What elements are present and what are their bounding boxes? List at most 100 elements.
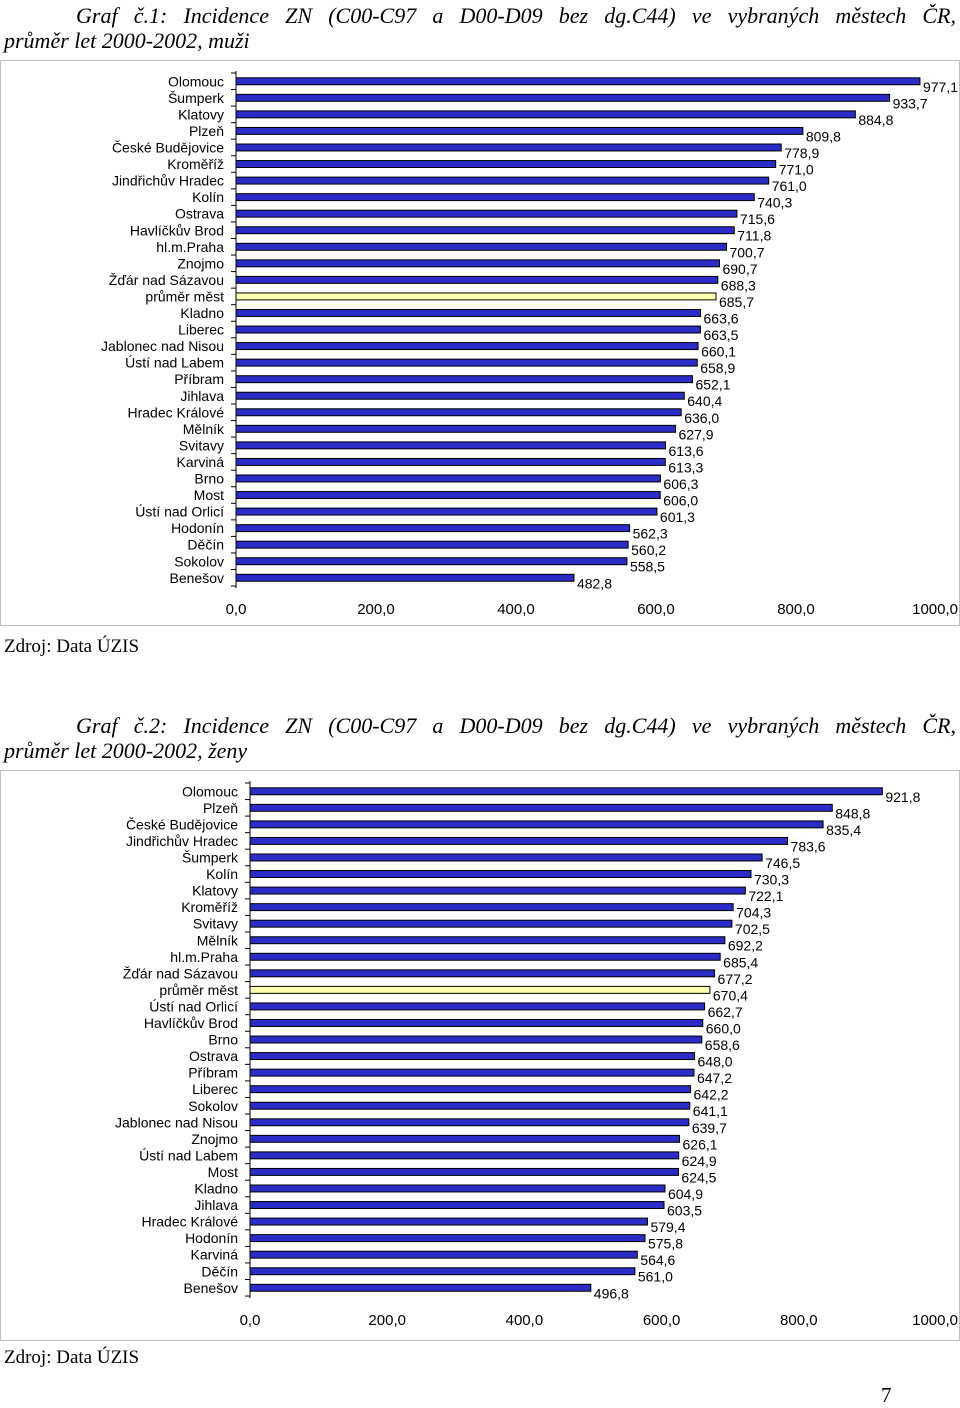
value-label: 562,3 xyxy=(633,526,668,542)
value-label: 626,1 xyxy=(683,1136,718,1152)
value-label: 977,1 xyxy=(923,79,958,95)
value-label: 933,7 xyxy=(893,95,928,111)
bar xyxy=(249,1002,706,1011)
bar xyxy=(249,969,716,978)
value-label: 660,0 xyxy=(706,1020,741,1036)
bar xyxy=(235,491,661,500)
bar-average xyxy=(235,292,717,301)
bar xyxy=(249,936,726,945)
category-label: Klatovy xyxy=(178,106,224,122)
chart-2-source: Zdroj: Data ÚZIS xyxy=(4,1347,140,1368)
value-label: 601,3 xyxy=(660,509,695,525)
bar xyxy=(249,787,883,796)
category-label: Děčín xyxy=(201,1263,238,1279)
category-label: Příbram xyxy=(188,1065,238,1081)
category-label: Sokolov xyxy=(188,1098,238,1114)
category-label: Liberec xyxy=(192,1081,238,1097)
value-label: 715,6 xyxy=(740,211,775,227)
bar xyxy=(235,524,631,533)
category-label: Plzeň xyxy=(189,123,224,139)
x-tick-label: 400,0 xyxy=(506,1312,544,1329)
value-label: 663,5 xyxy=(703,327,738,343)
value-label: 658,9 xyxy=(700,360,735,376)
bar xyxy=(235,77,921,86)
category-label: Šumperk xyxy=(168,90,225,106)
category-label: Kladno xyxy=(194,1181,238,1197)
value-label: 740,3 xyxy=(757,195,792,211)
value-label: 613,6 xyxy=(669,443,704,459)
bar xyxy=(235,176,770,185)
value-label: 558,5 xyxy=(630,559,665,575)
chart-1-source: Zdroj: Data ÚZIS xyxy=(4,636,140,657)
bar xyxy=(249,1217,648,1226)
bar xyxy=(235,325,701,334)
value-label: 778,9 xyxy=(784,145,819,161)
value-label: 627,9 xyxy=(679,426,714,442)
value-label: 690,7 xyxy=(722,261,757,277)
category-label: Karviná xyxy=(177,454,225,470)
value-label: 761,0 xyxy=(772,178,807,194)
chart-1-caption-line-1: Graf č.1: Incidence ZN (C00-C97 a D00-D0… xyxy=(76,3,956,28)
bar xyxy=(235,209,738,218)
value-label: 884,8 xyxy=(858,112,893,128)
bar xyxy=(235,259,720,268)
category-label: Olomouc xyxy=(182,783,238,799)
value-label: 688,3 xyxy=(721,277,756,293)
category-label: hl.m.Praha xyxy=(170,949,238,965)
category-label: Znojmo xyxy=(191,1131,238,1147)
category-label: průměr měst xyxy=(159,982,238,998)
value-label: 702,5 xyxy=(735,921,770,937)
bar xyxy=(249,1234,646,1243)
bar xyxy=(235,143,782,152)
category-label: Hradec Králové xyxy=(128,404,225,420)
category-label: Ústí nad Orlicí xyxy=(149,998,238,1014)
bar xyxy=(235,457,666,466)
bar xyxy=(249,1068,695,1077)
value-label: 642,2 xyxy=(694,1087,729,1103)
page-number: 7 xyxy=(881,1383,892,1407)
value-label: 639,7 xyxy=(692,1120,727,1136)
bar xyxy=(249,870,752,879)
category-label: Žďár nad Sázavou xyxy=(123,965,238,981)
bar xyxy=(235,93,891,102)
category-label: Havlíčkův Brod xyxy=(144,1015,238,1031)
category-label: Děčín xyxy=(187,537,224,553)
bar xyxy=(235,474,661,483)
bar xyxy=(249,1167,679,1176)
category-label: Ostrava xyxy=(175,206,224,222)
value-label: 809,8 xyxy=(806,128,841,144)
category-label: průměr měst xyxy=(145,288,224,304)
value-label: 663,6 xyxy=(704,310,739,326)
x-tick-label: 200,0 xyxy=(357,601,395,618)
x-tick-label: 0,0 xyxy=(226,601,247,618)
value-label: 771,0 xyxy=(779,162,814,178)
value-label: 685,7 xyxy=(719,294,754,310)
bar xyxy=(249,1101,691,1110)
value-label: 579,4 xyxy=(650,1219,685,1235)
category-label: Jihlava xyxy=(194,1197,238,1213)
bar xyxy=(249,1118,690,1127)
bar xyxy=(249,903,734,912)
category-label: Jablonec nad Nisou xyxy=(115,1114,238,1130)
value-label: 677,2 xyxy=(718,971,753,987)
category-label: Žďár nad Sázavou xyxy=(109,272,224,288)
bar xyxy=(235,275,719,284)
value-label: 704,3 xyxy=(736,905,771,921)
bar xyxy=(235,540,629,549)
value-label: 658,6 xyxy=(705,1037,740,1053)
value-label: 624,5 xyxy=(681,1169,716,1185)
category-label: Klatovy xyxy=(192,883,238,899)
chart-2-caption-line-1: Graf č.2: Incidence ZN (C00-C97 a D00-D0… xyxy=(76,713,956,738)
value-label: 685,4 xyxy=(723,954,758,970)
category-label: Znojmo xyxy=(177,255,224,271)
bar xyxy=(249,1283,592,1292)
category-label: Svitavy xyxy=(193,916,238,932)
category-label: Mělník xyxy=(183,421,225,437)
x-tick-label: 1000,0 xyxy=(912,1312,958,1329)
category-label: Hodonín xyxy=(185,1230,238,1246)
category-label: Karviná xyxy=(191,1247,239,1263)
bar xyxy=(249,1085,692,1094)
bar xyxy=(235,408,682,417)
bar xyxy=(249,1052,696,1061)
x-tick-label: 0,0 xyxy=(240,1312,261,1329)
